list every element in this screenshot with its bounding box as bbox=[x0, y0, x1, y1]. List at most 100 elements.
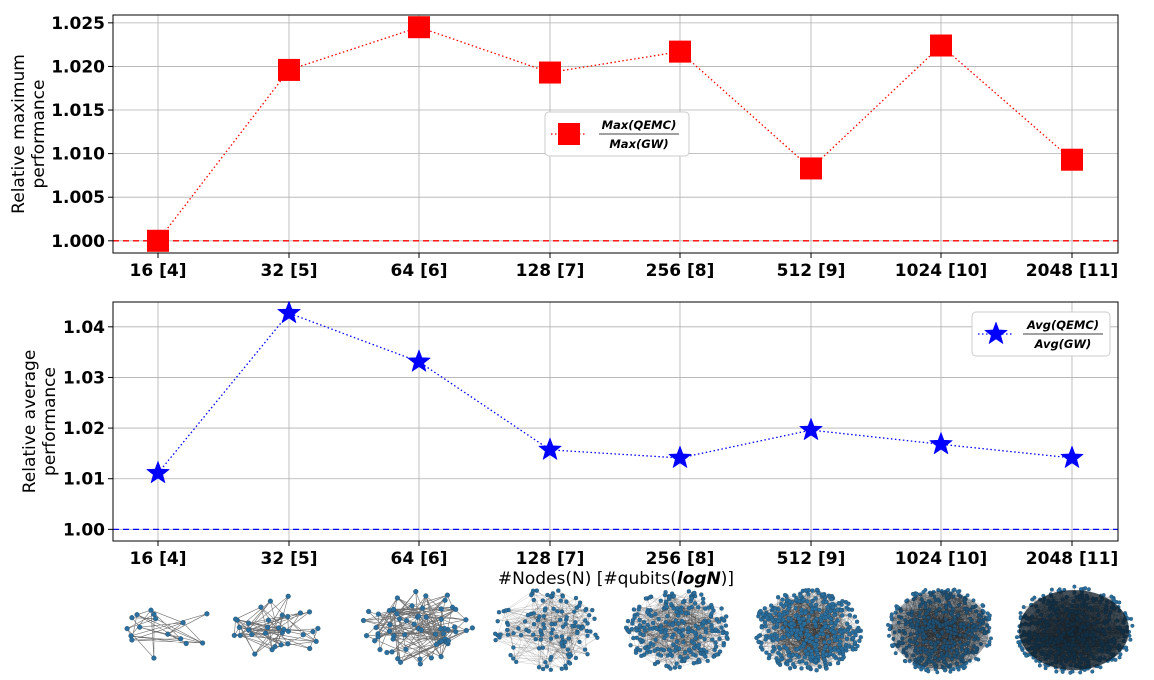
graph-node bbox=[899, 641, 904, 645]
graph-node bbox=[928, 624, 933, 629]
graph-node bbox=[770, 617, 775, 623]
graph-node bbox=[300, 632, 306, 638]
graph-node bbox=[908, 639, 913, 644]
graph-node bbox=[944, 593, 949, 598]
graph-node bbox=[791, 662, 796, 667]
graph-node bbox=[701, 596, 706, 602]
graph-node bbox=[821, 650, 826, 655]
graph-node bbox=[957, 603, 961, 607]
graph-node bbox=[540, 666, 546, 672]
graph-node bbox=[645, 622, 650, 628]
graph-node bbox=[681, 640, 686, 645]
graph-node bbox=[535, 618, 541, 623]
graph-node bbox=[1024, 653, 1029, 658]
graph-node bbox=[953, 641, 957, 646]
graph-node bbox=[970, 632, 974, 637]
graph-node bbox=[453, 629, 459, 635]
graph-node bbox=[942, 668, 947, 673]
graph-node bbox=[1124, 645, 1129, 650]
graph-node bbox=[835, 607, 840, 612]
legend-marker bbox=[558, 123, 580, 145]
graph-node bbox=[936, 588, 941, 593]
graph-node bbox=[810, 654, 815, 660]
graph-node bbox=[764, 650, 769, 655]
graph-node bbox=[895, 605, 900, 610]
graph-node bbox=[641, 632, 646, 637]
graph-node bbox=[974, 656, 978, 661]
graph-node bbox=[778, 653, 783, 658]
graph-node bbox=[779, 656, 784, 662]
graph-node bbox=[819, 618, 824, 623]
graph-node bbox=[929, 642, 934, 647]
graph-node bbox=[846, 644, 851, 649]
graph-node bbox=[717, 636, 722, 641]
series-line bbox=[157, 26, 1073, 242]
graph-node bbox=[689, 629, 695, 634]
data-point bbox=[928, 431, 954, 455]
graph-node bbox=[540, 645, 545, 650]
graph-node bbox=[893, 651, 898, 656]
graph-node bbox=[285, 628, 291, 634]
graph-node bbox=[897, 629, 902, 634]
y-axis-label: Relative maximum bbox=[9, 54, 29, 214]
x-tick-label: 512 [9] bbox=[777, 549, 846, 569]
graph-node bbox=[528, 611, 534, 617]
graph-thumbnail bbox=[231, 593, 321, 657]
graph-node bbox=[831, 629, 836, 635]
graph-node bbox=[377, 647, 383, 653]
graph-node bbox=[363, 633, 370, 639]
graph-node bbox=[1049, 587, 1054, 592]
graph-node bbox=[555, 609, 560, 614]
graph-node bbox=[933, 642, 938, 647]
graph-node bbox=[285, 593, 291, 599]
max-performance-chart: 1.000 1.005 1.010 1.015 1.020 1.025 16 [4] 32 [… bbox=[9, 14, 1119, 281]
graph-node bbox=[915, 630, 920, 635]
graph-node bbox=[813, 596, 818, 601]
data-point bbox=[406, 349, 432, 373]
graph-node bbox=[833, 620, 838, 625]
graph-node bbox=[963, 633, 968, 638]
graph-node bbox=[438, 616, 444, 622]
graph-node bbox=[637, 637, 643, 642]
data-point bbox=[145, 460, 171, 484]
data-point bbox=[537, 437, 563, 461]
graph-node bbox=[899, 608, 903, 613]
graph-node bbox=[703, 654, 708, 659]
graph-node bbox=[799, 607, 804, 612]
graph-node bbox=[987, 639, 992, 644]
data-point bbox=[539, 61, 561, 84]
graph-node bbox=[389, 649, 395, 655]
graph-node bbox=[1090, 669, 1095, 674]
graph-node bbox=[691, 641, 696, 646]
graph-node bbox=[278, 642, 284, 648]
graph-node bbox=[921, 590, 926, 594]
graph-node bbox=[134, 612, 140, 618]
graph-node bbox=[964, 610, 969, 615]
graph-node bbox=[888, 624, 893, 628]
x-tick-label: 2048 [11] bbox=[1026, 261, 1118, 281]
graph-node bbox=[980, 603, 985, 608]
data-point bbox=[278, 58, 300, 81]
graph-node bbox=[963, 664, 968, 669]
graph-node bbox=[922, 615, 926, 620]
graph-node bbox=[590, 607, 595, 613]
graph-node bbox=[674, 661, 679, 666]
graph-node bbox=[935, 620, 940, 625]
graph-node bbox=[522, 619, 528, 624]
graph-node bbox=[804, 628, 810, 634]
graph-node bbox=[927, 590, 932, 595]
graph-node bbox=[493, 631, 498, 636]
graph-node bbox=[763, 624, 768, 629]
graph-node bbox=[664, 663, 669, 669]
graph-node bbox=[952, 627, 957, 632]
graph-node bbox=[469, 625, 475, 631]
graph-node bbox=[151, 655, 157, 661]
x-tick-label: 16 [4] bbox=[130, 261, 187, 281]
graph-node bbox=[511, 656, 516, 661]
graph-node bbox=[180, 620, 186, 626]
graph-node bbox=[945, 629, 950, 634]
graph-node bbox=[445, 638, 451, 644]
graph-node bbox=[852, 614, 858, 619]
graph-node bbox=[496, 610, 502, 615]
graph-node bbox=[847, 613, 853, 618]
